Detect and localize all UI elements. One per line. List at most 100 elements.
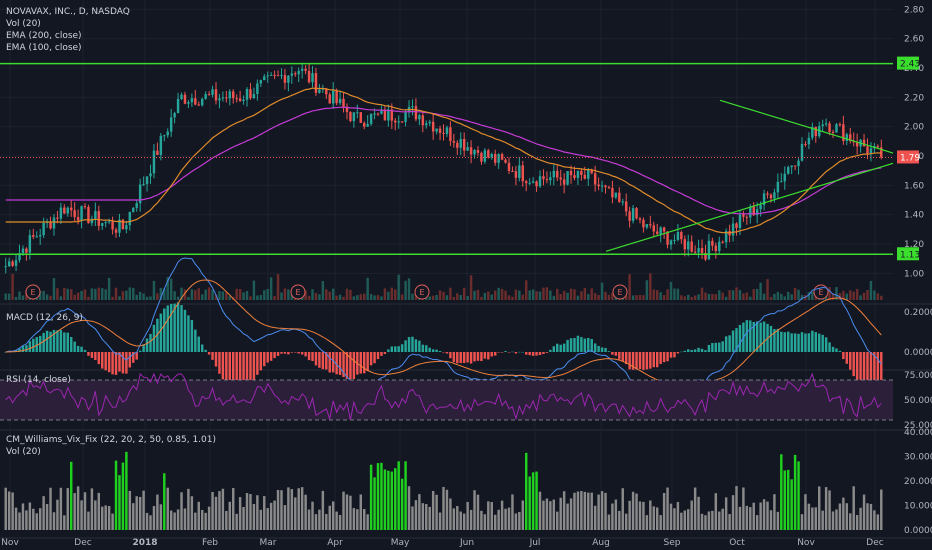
macd-histogram-bar bbox=[431, 349, 435, 352]
volume-bar bbox=[125, 290, 128, 300]
macd-histogram-bar bbox=[235, 352, 238, 383]
volume-bar bbox=[18, 291, 21, 300]
candle-body bbox=[294, 73, 297, 75]
candle-body bbox=[90, 218, 94, 224]
macd-histogram-bar bbox=[780, 331, 783, 352]
macd-histogram-bar bbox=[76, 345, 80, 352]
volume-bar bbox=[562, 290, 566, 300]
volume-bar bbox=[862, 292, 866, 300]
symbol-title[interactable]: NOVAVAX, INC., D, NASDAQ bbox=[6, 7, 130, 17]
main-y-tick-label: 1.20 bbox=[904, 240, 924, 250]
volume-bar bbox=[242, 292, 245, 300]
candle-body bbox=[194, 98, 197, 105]
candle-body bbox=[490, 154, 493, 158]
vix-bar bbox=[42, 496, 45, 530]
vix-bar bbox=[152, 506, 156, 530]
candle-body bbox=[180, 94, 183, 100]
legend-vol[interactable]: Vol (20) bbox=[6, 19, 41, 29]
volume-bar bbox=[545, 287, 549, 300]
vix-bar bbox=[125, 451, 128, 530]
candle-body bbox=[228, 91, 232, 99]
macd-histogram-bar bbox=[818, 333, 821, 352]
legend-ema100[interactable]: EMA (100, close) bbox=[6, 43, 82, 53]
candle-body bbox=[342, 98, 345, 107]
vix-bar bbox=[76, 486, 80, 530]
vix-bar bbox=[132, 503, 135, 530]
macd-histogram-bar bbox=[497, 352, 500, 353]
volume-bar bbox=[104, 289, 107, 300]
volume-bar bbox=[476, 289, 480, 300]
x-tick-label: Jul bbox=[529, 538, 541, 548]
vix-bar bbox=[752, 502, 755, 530]
candle-body bbox=[373, 113, 376, 115]
volume-bar bbox=[307, 295, 311, 300]
time-axis[interactable]: Nov Dec 2018 Feb Mar Apr May Jun Jul Aug Sep Oct Nov… bbox=[1, 538, 884, 548]
volume-bar bbox=[687, 294, 690, 300]
vix-bar bbox=[232, 488, 235, 530]
volume-bar bbox=[245, 291, 249, 300]
macd-title[interactable]: MACD (12, 26, 9) bbox=[6, 313, 83, 323]
vix-bar bbox=[590, 492, 593, 530]
macd-histogram-bar bbox=[728, 335, 731, 352]
vix-bar bbox=[583, 491, 587, 530]
volume-bar bbox=[369, 294, 373, 300]
macd-histogram-bar bbox=[762, 321, 766, 352]
candle-body bbox=[793, 165, 797, 167]
volume-bar bbox=[76, 292, 80, 300]
vix-bar bbox=[693, 487, 697, 530]
candle-body bbox=[493, 154, 497, 163]
vix-bar bbox=[521, 500, 525, 530]
vix-y-tick-label: 10.0000 bbox=[904, 502, 932, 512]
vix-bar bbox=[735, 486, 738, 530]
vix-vol-title[interactable]: Vol (20) bbox=[6, 447, 41, 457]
macd-histogram-bar bbox=[783, 332, 786, 352]
macd-histogram-bar bbox=[297, 352, 300, 354]
volume-bar bbox=[466, 295, 469, 300]
candle-body bbox=[735, 223, 738, 229]
candle-body bbox=[549, 177, 552, 181]
vix-bar bbox=[121, 462, 125, 530]
vix-bar bbox=[287, 487, 290, 530]
candle-body bbox=[590, 169, 593, 174]
candle-body bbox=[176, 99, 180, 114]
candle-body bbox=[790, 165, 793, 168]
candle-body bbox=[63, 207, 66, 214]
macd-histogram-bar bbox=[852, 352, 855, 377]
vix-bar bbox=[259, 509, 263, 530]
rsi-title[interactable]: RSI (14, close) bbox=[6, 375, 71, 385]
volume-bar bbox=[652, 289, 655, 300]
legend-ema200[interactable]: EMA (200, close) bbox=[6, 31, 82, 41]
volume-bar bbox=[121, 291, 125, 300]
vix-bar bbox=[628, 500, 631, 530]
vix-bar bbox=[383, 469, 387, 530]
macd-histogram-bar bbox=[549, 349, 552, 352]
volume-bar bbox=[449, 287, 452, 300]
vix-bar bbox=[655, 507, 659, 530]
macd-histogram-bar bbox=[649, 352, 652, 369]
horizontal-levels[interactable] bbox=[0, 62, 894, 256]
vix-bar bbox=[762, 499, 766, 530]
macd-histogram-bar bbox=[56, 330, 59, 352]
volume-bar bbox=[249, 296, 252, 300]
macd-histogram-bar bbox=[362, 352, 366, 374]
vix-bar bbox=[173, 512, 176, 530]
macd-histogram-bar bbox=[759, 322, 762, 352]
vix-title[interactable]: CM_Williams_Vix_Fix (22, 20, 2, 50, 0.85… bbox=[6, 435, 217, 445]
ema200-line bbox=[5, 106, 882, 215]
vix-bar bbox=[228, 501, 232, 530]
vix-bar bbox=[25, 510, 28, 530]
macd-histogram-bar bbox=[462, 352, 466, 364]
candle-body bbox=[469, 147, 473, 155]
volume-bar bbox=[14, 296, 18, 300]
vix-bar bbox=[469, 509, 473, 530]
macd-histogram-bar bbox=[80, 346, 83, 352]
macd-histogram-bar bbox=[232, 352, 235, 384]
candle-body bbox=[256, 83, 259, 94]
volume-bar bbox=[786, 291, 790, 300]
vix-bar bbox=[711, 510, 714, 530]
macd-histogram-bar bbox=[35, 337, 38, 352]
price-axis[interactable]: 2.802.602.402.202.001.801.601.401.201.00… bbox=[904, 5, 932, 536]
